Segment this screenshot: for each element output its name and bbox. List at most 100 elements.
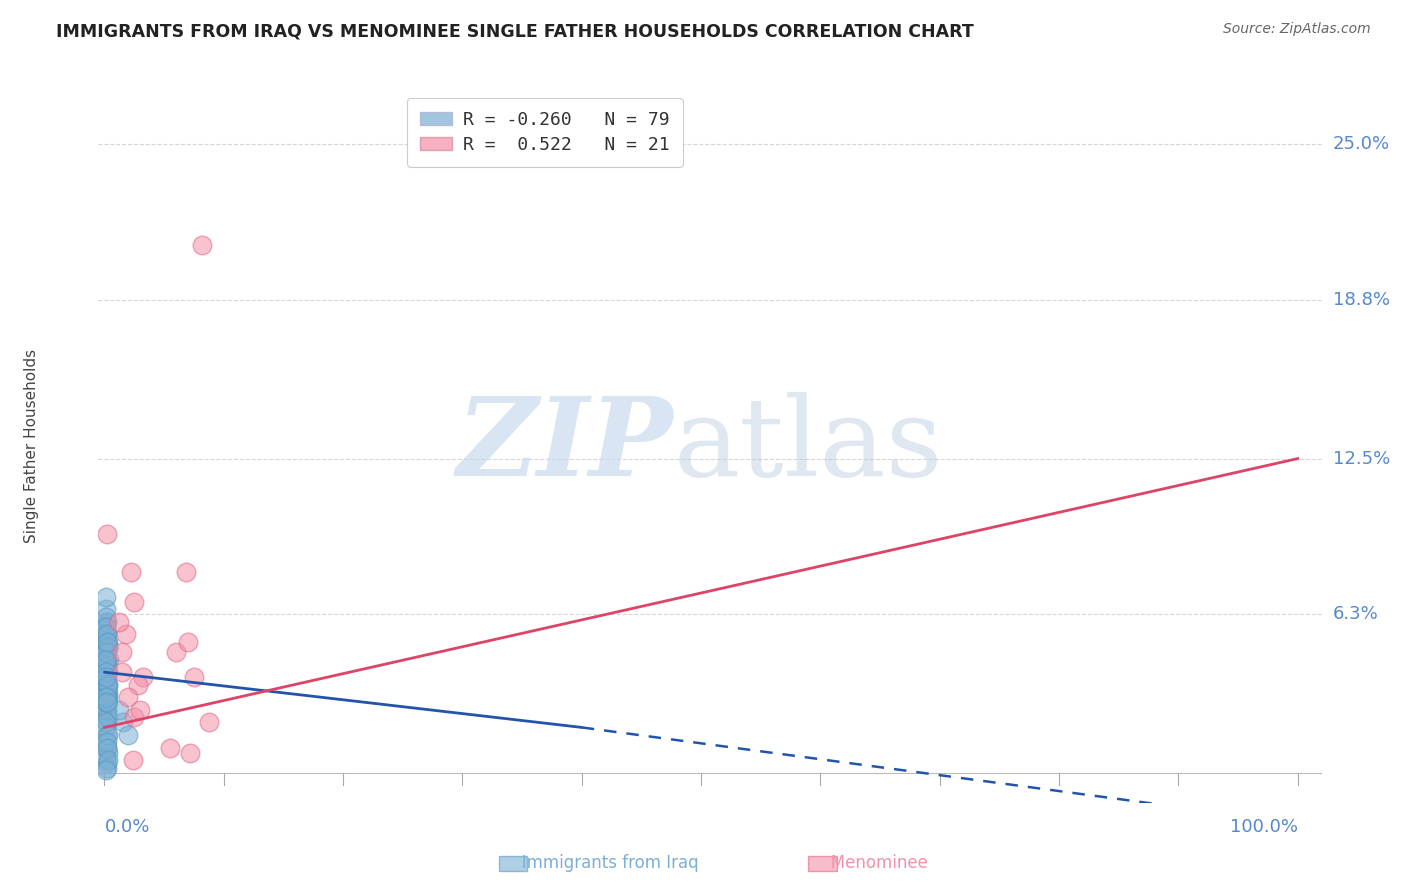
FancyBboxPatch shape — [499, 856, 527, 871]
Point — [96, 660, 118, 674]
Point — [94, 652, 117, 666]
Point — [94, 610, 117, 624]
Point — [94, 670, 117, 684]
Point — [94, 645, 117, 659]
Point — [98, 652, 121, 666]
Point — [96, 715, 118, 730]
Point — [96, 728, 118, 742]
Text: Menominee: Menominee — [815, 855, 928, 872]
Point — [94, 620, 117, 634]
Point — [159, 740, 181, 755]
Text: Single Father Households: Single Father Households — [24, 349, 38, 543]
Point — [112, 715, 135, 730]
Point — [94, 590, 117, 604]
Point — [122, 710, 145, 724]
Point — [165, 645, 187, 659]
Point — [117, 728, 139, 742]
Point — [191, 238, 214, 252]
Point — [96, 735, 118, 749]
Point — [96, 756, 118, 770]
Point — [94, 690, 117, 705]
Point — [94, 678, 117, 692]
Point — [94, 665, 117, 680]
Point — [96, 645, 118, 659]
Point — [96, 635, 118, 649]
Point — [97, 640, 120, 654]
Point — [177, 635, 200, 649]
Point — [115, 627, 138, 641]
Point — [127, 678, 149, 692]
Point — [96, 695, 118, 709]
Point — [96, 678, 118, 692]
Point — [97, 695, 120, 709]
Point — [94, 715, 117, 730]
Point — [117, 690, 139, 705]
Point — [97, 746, 120, 760]
Text: 0.0%: 0.0% — [104, 818, 150, 836]
Point — [94, 652, 117, 666]
Point — [97, 753, 120, 767]
Point — [94, 620, 117, 634]
Point — [96, 740, 118, 755]
Point — [94, 750, 117, 764]
Point — [107, 615, 129, 629]
Point — [96, 685, 118, 699]
Text: atlas: atlas — [673, 392, 943, 500]
Point — [97, 685, 120, 699]
Point — [97, 710, 120, 724]
Text: 18.8%: 18.8% — [1333, 292, 1389, 310]
Point — [94, 690, 117, 705]
Point — [96, 665, 118, 680]
Text: 100.0%: 100.0% — [1230, 818, 1298, 836]
Point — [96, 655, 118, 669]
Text: 12.5%: 12.5% — [1333, 450, 1391, 467]
Point — [94, 695, 117, 709]
Point — [94, 670, 117, 684]
Point — [179, 746, 201, 760]
Point — [94, 627, 117, 641]
Point — [198, 715, 221, 730]
Point — [122, 595, 145, 609]
Point — [129, 703, 152, 717]
Point — [120, 565, 142, 579]
Point — [96, 740, 118, 755]
Point — [96, 695, 118, 709]
Point — [94, 627, 117, 641]
Point — [96, 703, 118, 717]
Point — [97, 635, 120, 649]
Point — [94, 645, 117, 659]
Text: IMMIGRANTS FROM IRAQ VS MENOMINEE SINGLE FATHER HOUSEHOLDS CORRELATION CHART: IMMIGRANTS FROM IRAQ VS MENOMINEE SINGLE… — [56, 22, 974, 40]
Point — [94, 615, 117, 629]
Text: 25.0%: 25.0% — [1333, 136, 1391, 153]
Point — [94, 703, 117, 717]
Point — [94, 720, 117, 734]
Point — [96, 627, 118, 641]
Point — [94, 652, 117, 666]
Point — [96, 670, 118, 684]
Point — [94, 602, 117, 616]
Text: ZIP: ZIP — [457, 392, 673, 500]
Point — [183, 670, 205, 684]
Text: 6.3%: 6.3% — [1333, 606, 1378, 624]
Point — [107, 703, 129, 717]
Text: Source: ZipAtlas.com: Source: ZipAtlas.com — [1223, 22, 1371, 37]
Point — [96, 710, 118, 724]
Point — [96, 678, 118, 692]
Point — [97, 690, 120, 705]
Point — [94, 665, 117, 680]
Point — [97, 678, 120, 692]
Point — [94, 645, 117, 659]
Point — [96, 660, 118, 674]
FancyBboxPatch shape — [808, 856, 837, 871]
Point — [111, 645, 134, 659]
Point — [96, 615, 118, 629]
Point — [122, 753, 145, 767]
Point — [96, 690, 118, 705]
Point — [94, 735, 117, 749]
Point — [96, 627, 118, 641]
Point — [96, 761, 118, 775]
Point — [97, 665, 120, 680]
Point — [96, 527, 118, 541]
Text: Immigrants from Iraq: Immigrants from Iraq — [506, 855, 699, 872]
Point — [97, 728, 120, 742]
